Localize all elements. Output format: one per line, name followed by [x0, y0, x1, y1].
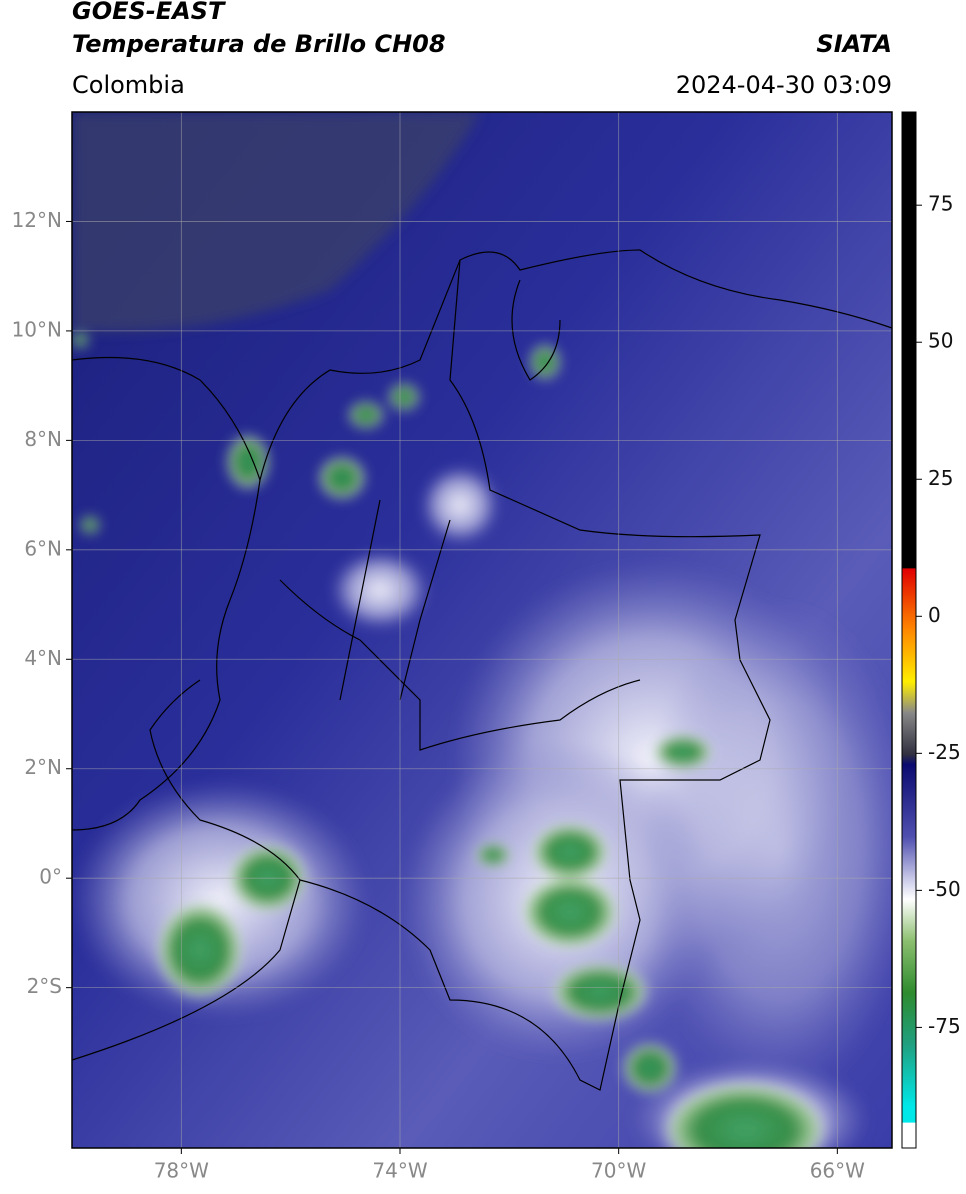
- colorbar-tick-label: 25: [928, 466, 953, 490]
- map-frame: [71, 111, 893, 1149]
- source: SIATA: [816, 30, 892, 58]
- datetime: 2024-04-30 03:09: [676, 71, 892, 99]
- x-tick-label: 74°W: [372, 1159, 427, 1183]
- colorbar-tick-label: 75: [928, 192, 953, 216]
- subtitle: Temperatura de Brillo CH08: [72, 30, 446, 58]
- x-tick-label: 66°W: [810, 1159, 865, 1183]
- x-tick-label: 70°W: [591, 1159, 646, 1183]
- y-tick-label: 4°N: [24, 646, 62, 670]
- y-tick-label: 10°N: [12, 317, 62, 341]
- colorbar-tick-label: 50: [928, 329, 953, 353]
- colorbar-tick-label: -75: [928, 1014, 961, 1038]
- colorbar-tick-label: 0: [928, 603, 941, 627]
- y-tick-label: 2°S: [27, 974, 62, 998]
- region: Colombia: [72, 71, 185, 99]
- title: GOES-EAST: [72, 0, 226, 25]
- y-tick-label: 6°N: [24, 536, 62, 560]
- axes: 78°W 74°W 70°W 66°W 12°N 10°N 8°N 6°N 4°N 2°N 0° 2°…: [12, 112, 892, 1183]
- colorbar-tick-label: -50: [928, 877, 961, 901]
- colorbar: [901, 111, 917, 1149]
- satellite-image: [72, 112, 892, 1148]
- y-tick-label: 0°: [39, 865, 62, 889]
- y-tick-label: 12°N: [12, 208, 62, 232]
- y-tick-label: 8°N: [24, 427, 62, 451]
- x-tick-label: 78°W: [154, 1159, 209, 1183]
- colorbar-tick-label: -25: [928, 740, 961, 764]
- y-tick-label: 2°N: [24, 755, 62, 779]
